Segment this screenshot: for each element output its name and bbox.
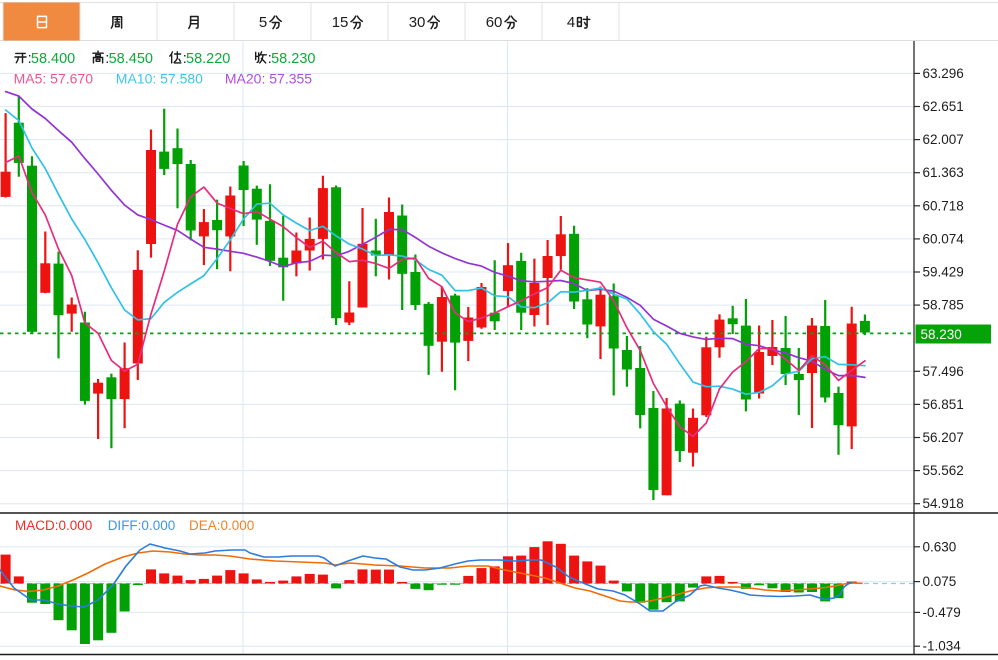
svg-text:60: 60	[486, 14, 503, 31]
svg-text:MACD:0.000: MACD:0.000	[15, 518, 92, 533]
svg-text:15: 15	[332, 14, 349, 31]
svg-text:5: 5	[259, 14, 267, 31]
svg-text:DIFF:0.000: DIFF:0.000	[108, 518, 176, 533]
svg-text:MA10: 57.580: MA10: 57.580	[116, 71, 203, 87]
svg-text::: :	[183, 51, 187, 67]
svg-text:0.630: 0.630	[923, 539, 957, 554]
svg-text:56.851: 56.851	[923, 397, 964, 412]
svg-text:DEA:0.000: DEA:0.000	[189, 518, 254, 533]
svg-text:60.074: 60.074	[923, 231, 965, 246]
svg-text:55.562: 55.562	[923, 463, 964, 478]
svg-text:58.785: 58.785	[923, 298, 964, 313]
svg-text:-0.479: -0.479	[923, 605, 961, 620]
svg-text:62.651: 62.651	[923, 99, 964, 114]
svg-text:60.718: 60.718	[923, 198, 964, 213]
svg-text:58.230: 58.230	[921, 327, 962, 342]
svg-text:62.007: 62.007	[923, 132, 964, 147]
svg-text:56.207: 56.207	[923, 430, 964, 445]
svg-text::: :	[105, 51, 109, 67]
svg-text:0.075: 0.075	[923, 574, 957, 589]
svg-text:30: 30	[409, 14, 426, 31]
svg-text:58.450: 58.450	[109, 51, 153, 67]
svg-text:58.230: 58.230	[271, 51, 315, 67]
svg-text:54.918: 54.918	[923, 496, 964, 511]
svg-text:-1.034: -1.034	[923, 639, 962, 654]
svg-text:61.363: 61.363	[923, 165, 964, 180]
svg-text:MA5: 57.670: MA5: 57.670	[14, 71, 94, 87]
svg-text:57.496: 57.496	[923, 364, 964, 379]
svg-text:59.429: 59.429	[923, 265, 964, 280]
svg-text:63.296: 63.296	[923, 66, 964, 81]
svg-text:58.400: 58.400	[31, 51, 75, 67]
svg-text::: :	[268, 51, 272, 67]
svg-text:58.220: 58.220	[186, 51, 230, 67]
svg-text:4: 4	[567, 14, 575, 31]
svg-text:MA20: 57.355: MA20: 57.355	[225, 71, 312, 87]
svg-text::: :	[28, 51, 32, 67]
